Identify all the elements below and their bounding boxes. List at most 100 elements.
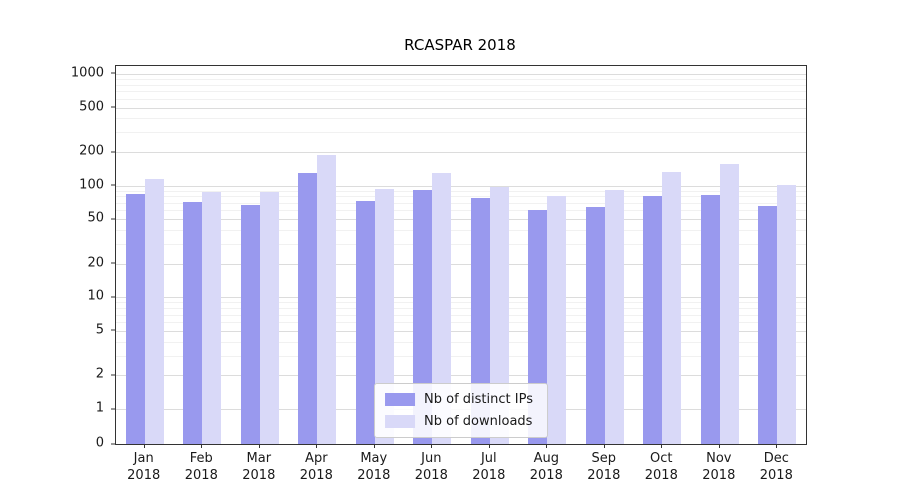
bar-distinct-ips [298, 172, 318, 444]
x-tick-label-line: Sep [591, 451, 617, 466]
x-tick-label-line: Feb [189, 451, 213, 466]
bar-distinct-ips [643, 196, 663, 444]
bar-distinct-ips [585, 206, 605, 444]
gridline-major [116, 219, 806, 221]
bar-distinct-ips [470, 197, 490, 444]
gridline-minor [116, 322, 806, 324]
x-tick-label: Dec 2018 [746, 444, 806, 484]
y-tick-label: 1000 [70, 65, 116, 81]
x-tick-label-line: 2018 [127, 468, 161, 483]
legend-swatch-distinct-ips [385, 393, 416, 406]
gridline-major [116, 152, 806, 153]
y-tick-label: 0 [95, 435, 116, 451]
gridline-minor [116, 355, 806, 357]
x-tick-label-line: 2018 [414, 468, 448, 483]
bar-distinct-ips [240, 205, 260, 444]
x-tick-label: Jan 2018 [114, 444, 174, 484]
gridline-minor [116, 341, 806, 343]
y-tick-label: 5 [95, 322, 116, 338]
y-tick-label: 1 [95, 400, 116, 416]
bar-distinct-ips [758, 205, 778, 444]
y-axis-tick-labels: 0 1 2 5 10 20 50 100 200 500 1000 [0, 65, 116, 451]
gridline-minor [116, 98, 806, 100]
bar-downloads [662, 171, 682, 444]
x-tick-label-line: 2018 [587, 468, 621, 483]
y-tick-label: 200 [79, 143, 115, 159]
bar-downloads [317, 154, 337, 444]
x-tick-label: Sep 2018 [574, 444, 634, 484]
x-tick-label-line: Apr [305, 451, 328, 466]
x-tick-label-line: 2018 [644, 468, 678, 483]
bar-downloads [604, 189, 624, 444]
gridline-minor [116, 210, 806, 212]
plot-area: Nb of distinct IPs Nb of downloads [115, 65, 807, 445]
x-tick-label: May 2018 [344, 444, 404, 484]
x-tick-label: Apr 2018 [286, 444, 346, 484]
bar-downloads [432, 172, 452, 444]
legend-item-downloads: Nb of downloads [385, 414, 533, 429]
y-tick-label: 20 [87, 255, 115, 271]
x-tick-label-line: 2018 [702, 468, 736, 483]
x-tick-label-line: May [360, 451, 388, 466]
x-tick-label-line: Nov [706, 451, 732, 466]
gridline-minor [116, 190, 806, 192]
gridline-minor [116, 230, 806, 231]
x-tick-label-line: Aug [533, 451, 559, 466]
gridline-minor [116, 79, 806, 80]
y-tick-label: 2 [95, 366, 116, 382]
x-tick-label-line: 2018 [759, 468, 793, 483]
x-tick-label: Jul 2018 [459, 444, 519, 484]
bar-downloads [374, 189, 394, 444]
y-tick-label: 10 [87, 288, 115, 304]
x-tick-label-line: 2018 [472, 468, 506, 483]
x-tick-label-line: Oct [650, 451, 673, 466]
legend-item-distinct-ips: Nb of distinct IPs [385, 392, 533, 407]
x-tick-label-line: Jul [480, 451, 497, 466]
x-tick-label: Aug 2018 [516, 444, 576, 484]
gridline-major [116, 375, 806, 377]
gridline-minor [116, 244, 806, 245]
x-axis-tick-labels: Jan 2018 Feb 2018 Mar 2018 Apr 2018 May 2018 Jun 20… [114, 444, 806, 490]
y-tick-label: 500 [79, 99, 115, 114]
bar-downloads [489, 186, 509, 444]
y-tick-label: 50 [87, 210, 115, 226]
x-tick-label-line: 2018 [299, 468, 333, 483]
gridline-major [116, 185, 806, 187]
x-tick-label: Feb 2018 [171, 444, 231, 484]
x-tick-label-line: 2018 [184, 468, 218, 483]
bar-distinct-ips [125, 193, 145, 444]
gridline-minor [116, 84, 806, 86]
gridline-major [116, 297, 806, 299]
legend-swatch-downloads [385, 415, 416, 428]
bar-distinct-ips [413, 189, 433, 444]
x-tick-label-line: Jun [421, 451, 442, 466]
y-tick-label: 100 [79, 177, 115, 193]
bar-downloads [202, 191, 222, 444]
gridline-major [116, 73, 806, 75]
gridline-minor [116, 196, 806, 198]
bar-downloads [144, 178, 164, 444]
bars-layer [116, 66, 806, 444]
x-tick-label-line: 2018 [242, 468, 276, 483]
bar-distinct-ips [700, 194, 720, 444]
gridline-major [116, 107, 806, 109]
x-tick-label: Oct 2018 [631, 444, 691, 484]
gridline-minor [116, 91, 806, 93]
x-tick-label: Mar 2018 [229, 444, 289, 484]
gridline-minor [116, 132, 806, 134]
x-tick-label-line: 2018 [529, 468, 563, 483]
gridline-major [116, 263, 806, 265]
legend-label-distinct-ips: Nb of distinct IPs [424, 392, 533, 407]
chart-title: RCASPAR 2018 [404, 36, 516, 54]
bar-distinct-ips [355, 200, 375, 444]
bar-distinct-ips [183, 201, 203, 444]
gridline-major [116, 330, 806, 332]
bar-downloads [259, 192, 279, 444]
bar-downloads [719, 164, 739, 444]
x-tick-label-line: Jan [133, 451, 154, 466]
gridline-minor [116, 314, 806, 316]
legend: Nb of distinct IPs Nb of downloads [374, 383, 548, 438]
x-tick-label: Jun 2018 [401, 444, 461, 484]
gridline-minor [116, 118, 806, 120]
